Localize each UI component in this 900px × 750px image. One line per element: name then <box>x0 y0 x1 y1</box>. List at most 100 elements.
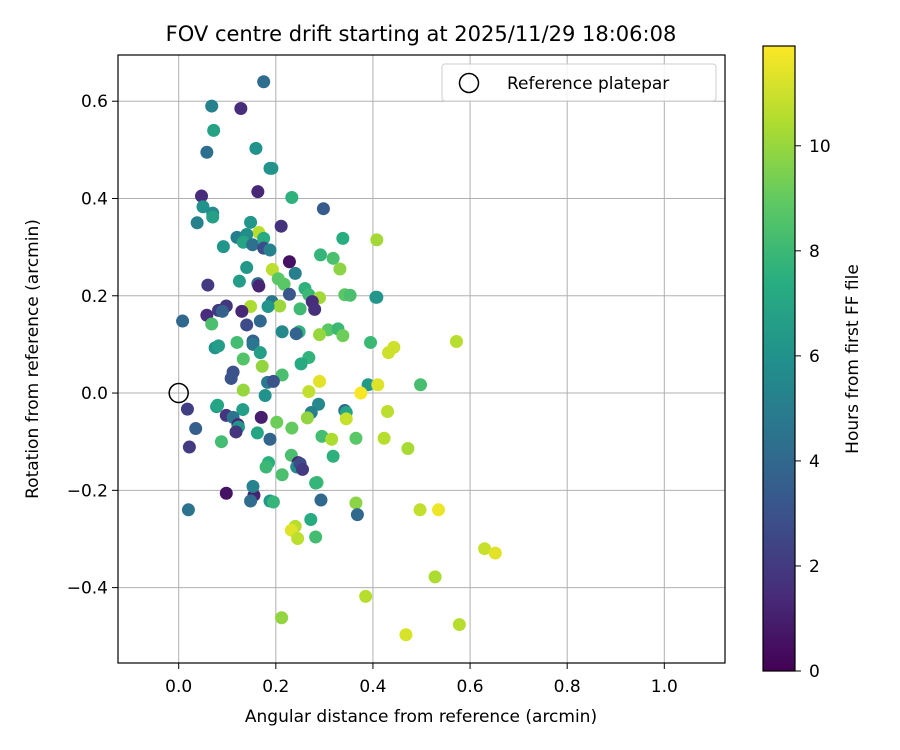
data-point <box>452 618 466 632</box>
data-point <box>370 290 384 304</box>
data-point <box>200 145 214 159</box>
data-point <box>205 317 219 331</box>
data-point <box>381 405 395 419</box>
data-point <box>257 231 271 245</box>
y-tick-label: 0.2 <box>81 287 108 307</box>
data-point <box>189 422 203 436</box>
data-point <box>313 328 327 342</box>
colorbar-tick-label: 10 <box>809 137 831 157</box>
data-point <box>282 287 296 301</box>
data-point <box>431 503 445 517</box>
legend-label: Reference platepar <box>507 74 669 94</box>
data-point <box>296 462 310 476</box>
y-axis-ticks: 0.6 0.4 0.2 0.0 −0.2 −0.4 <box>67 92 118 599</box>
data-point <box>255 359 269 373</box>
data-point <box>266 495 280 509</box>
data-point <box>275 325 289 339</box>
data-point <box>234 102 248 116</box>
data-point <box>308 302 322 316</box>
data-point <box>336 329 350 343</box>
colorbar-tick-label: 8 <box>809 242 820 262</box>
x-axis-ticks: 0.0 0.2 0.4 0.6 0.8 1.0 <box>165 663 678 697</box>
legend: Reference platepar <box>441 63 717 102</box>
colorbar-tick-label: 0 <box>809 662 820 682</box>
reference-platepar-marker <box>168 382 189 404</box>
data-point <box>349 431 363 445</box>
data-point <box>343 288 357 302</box>
data-point <box>240 318 254 332</box>
data-point <box>285 421 299 435</box>
data-point <box>302 385 316 399</box>
data-point <box>246 479 260 493</box>
data-point <box>291 531 305 545</box>
data-point <box>336 231 350 245</box>
data-point <box>211 398 225 412</box>
data-point <box>270 415 284 429</box>
y-tick-label: 0.6 <box>81 92 108 112</box>
data-point <box>253 314 267 328</box>
data-point <box>275 468 289 482</box>
data-point <box>205 99 219 113</box>
data-point <box>277 277 291 291</box>
data-point <box>449 334 463 348</box>
data-point <box>232 274 246 288</box>
data-point <box>359 589 373 603</box>
data-point <box>214 435 228 449</box>
data-point <box>216 240 230 254</box>
data-point <box>196 200 210 214</box>
data-point <box>219 486 233 500</box>
data-point <box>253 346 267 360</box>
data-point <box>181 503 195 517</box>
y-axis-label: Rotation from reference (arcmin) <box>23 219 43 499</box>
data-point <box>488 546 502 560</box>
colorbar-ticks: 0 2 4 6 8 10 <box>795 137 831 682</box>
data-point <box>182 440 196 454</box>
data-point <box>316 202 330 216</box>
data-point <box>229 425 243 439</box>
data-point <box>236 403 250 417</box>
data-point <box>230 335 244 349</box>
data-point <box>249 141 263 155</box>
data-point <box>212 339 226 353</box>
data-point <box>371 378 385 392</box>
chart-title: FOV centre drift starting at 2025/11/29 … <box>166 22 677 46</box>
x-tick-label: 0.6 <box>457 677 484 697</box>
data-point <box>333 262 347 276</box>
x-axis-label: Angular distance from reference (arcmin) <box>245 707 597 727</box>
data-point <box>381 346 395 360</box>
data-point <box>285 191 299 205</box>
data-point <box>313 248 327 262</box>
data-point <box>377 431 391 445</box>
colorbar-tick-label: 2 <box>809 557 820 577</box>
y-tick-label: 0.0 <box>81 384 108 404</box>
y-tick-label: 0.4 <box>81 189 108 209</box>
data-point <box>273 299 287 313</box>
data-point <box>401 441 415 455</box>
data-point <box>325 432 339 446</box>
data-point <box>236 352 250 366</box>
data-point <box>265 263 279 277</box>
colorbar-label: Hours from first FF file <box>843 264 863 454</box>
data-point <box>289 327 303 341</box>
data-point <box>180 402 194 416</box>
x-tick-label: 0.4 <box>359 677 386 697</box>
data-point <box>413 503 427 517</box>
x-tick-label: 0.8 <box>554 677 581 697</box>
y-tick-label: −0.4 <box>67 579 108 599</box>
data-point <box>201 278 215 292</box>
data-point <box>207 123 221 137</box>
plot-background <box>118 55 725 663</box>
y-tick-label: −0.2 <box>67 481 108 501</box>
data-point <box>176 314 190 328</box>
data-point <box>428 570 442 584</box>
data-point <box>236 383 250 397</box>
data-point <box>240 261 254 275</box>
data-point <box>252 279 266 293</box>
colorbar: 0 2 4 6 8 10 Hours from first FF file <box>762 45 863 682</box>
data-point <box>224 371 238 385</box>
data-point <box>326 251 340 265</box>
data-point <box>244 215 258 229</box>
colorbar-tick-label: 6 <box>809 347 820 367</box>
grid <box>118 55 725 663</box>
data-point <box>265 161 279 175</box>
